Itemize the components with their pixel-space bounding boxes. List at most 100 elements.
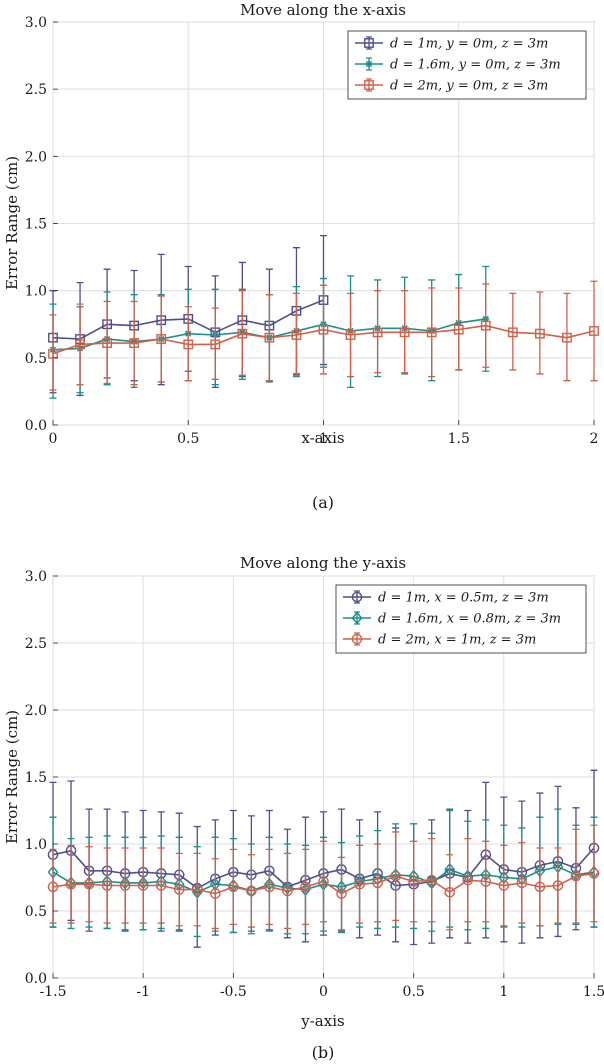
legend-marker (365, 60, 373, 68)
data-point (453, 324, 464, 335)
x-tick-label: -0.5 (220, 984, 247, 1000)
legend-box-a (347, 30, 587, 100)
error-bar (518, 842, 526, 924)
data-point (588, 868, 600, 879)
y-tick-label: 0.0 (25, 971, 47, 987)
data-point (534, 881, 546, 893)
x-tick-label: 0 (49, 431, 58, 447)
legend-label: d = 1m, x = 0.5m, z = 3m (378, 591, 549, 606)
error-bar (85, 846, 93, 923)
data-point (155, 880, 167, 891)
error-bar (139, 847, 147, 924)
error-bar (229, 848, 237, 926)
x-tick-label: -1.5 (40, 984, 67, 1000)
error-bar (563, 292, 571, 382)
chart-a: 0 0.5 1 1.5 2 0.0 0.5 1.0 1.5 2.0 2.5 3.0 Move alon… (3, 1, 599, 512)
error-bar (590, 824, 598, 923)
error-bar (121, 847, 129, 924)
data-point (173, 884, 185, 895)
error-bar (356, 844, 364, 924)
y-tick-label: 3.0 (25, 15, 47, 31)
error-bar (238, 290, 246, 376)
legend-box-b (335, 584, 587, 654)
x-tick-label: 1 (319, 431, 328, 447)
error-bar (320, 284, 327, 375)
error-bar (536, 291, 544, 375)
error-bar (193, 852, 201, 927)
data-point (156, 334, 167, 344)
y-tick-label: 1.5 (25, 770, 47, 786)
error-bar (482, 283, 490, 368)
legend-a: d = 1m, y = 0m, z = 3m d = 1.6m, y = 0m, … (347, 30, 587, 100)
ticks-b: -1.5 -1 -0.5 0 0.5 1 1.5 0.0 0.5 1.0 1.5 2.0 2.5 3.0 (25, 569, 604, 1000)
legend-marker (364, 38, 374, 48)
chart-title-b: Move along the y-axis (240, 554, 406, 572)
error-bar (464, 837, 472, 923)
ticks-a: 0 0.5 1 1.5 2 0.0 0.5 1.0 1.5 2.0 2.5 3.0 (25, 15, 599, 447)
x-tick-label: 1 (499, 984, 508, 1000)
data-point (426, 327, 437, 338)
data-point (498, 880, 510, 891)
error-bar (410, 840, 418, 923)
error-bar (76, 303, 84, 386)
error-bar (482, 840, 490, 923)
legend-entry: d = 1.6m, y = 0m, z = 3m (355, 57, 561, 73)
legend-label: d = 1m, y = 0m, z = 3m (390, 37, 548, 52)
data-point (210, 339, 221, 350)
data-point (589, 326, 599, 336)
error-bar (446, 854, 454, 931)
error-bar (536, 847, 544, 927)
y-tick-label: 0.5 (25, 904, 47, 920)
legend-entry: d = 1.6m, x = 0.8m, z = 3m (343, 611, 561, 627)
y-tick-label: 0.0 (25, 418, 47, 434)
data-point (191, 884, 203, 895)
series-3 (47, 824, 600, 931)
chart-title-a: Move along the x-axis (240, 1, 406, 19)
data-point (372, 327, 383, 338)
error-bar (67, 844, 75, 924)
x-axis-label-a: x-axis (301, 429, 344, 447)
error-bar (374, 843, 382, 923)
data-point (552, 880, 564, 891)
legend-label: d = 1.6m, x = 0.8m, z = 3m (378, 612, 561, 627)
error-bar (428, 287, 436, 378)
legend-label: d = 2m, x = 1m, z = 3m (378, 633, 536, 648)
y-axis-label-b: Error Range (cm) (3, 710, 21, 844)
chart-b: -1.5 -1 -0.5 0 0.5 1 1.50.00.51.01.52.02.53.0 … (3, 554, 604, 1062)
data-point (83, 878, 95, 890)
error-bar (265, 848, 273, 926)
y-tick-label: 2.5 (25, 636, 47, 652)
error-bar (374, 290, 382, 374)
data-point (480, 320, 491, 331)
caption-a: (a) (312, 493, 334, 512)
error-bar (103, 300, 111, 385)
y-tick-label: 1.5 (25, 217, 47, 233)
error-bar (347, 292, 355, 378)
x-tick-label: 0.5 (403, 984, 425, 1000)
series-a (48, 234, 599, 399)
data-point (101, 880, 113, 891)
data-point (300, 881, 311, 893)
error-bar (455, 287, 463, 371)
legend-marker (351, 591, 363, 603)
data-point (354, 878, 365, 890)
error-bar (211, 858, 219, 930)
y-tick-label: 2.0 (25, 703, 47, 719)
legend-b: d = 1m, x = 0.5m, z = 3m d = 1.6m, x = 0.… (335, 584, 587, 654)
caption-b: (b) (312, 1043, 335, 1062)
data-point (129, 338, 140, 348)
x-axis-label-b: y-axis (300, 1012, 344, 1030)
error-bar (590, 280, 598, 382)
x-tick-label: 0 (319, 984, 328, 1000)
error-bar (157, 295, 165, 383)
data-point (246, 885, 257, 897)
data-point (570, 870, 582, 882)
data-point (336, 888, 347, 899)
data-point (444, 886, 456, 898)
series-b (47, 769, 600, 948)
data-point (345, 330, 356, 340)
data-point (237, 328, 248, 339)
error-bar (175, 852, 183, 927)
data-point (137, 880, 149, 891)
y-tick-label: 1.0 (25, 837, 47, 853)
